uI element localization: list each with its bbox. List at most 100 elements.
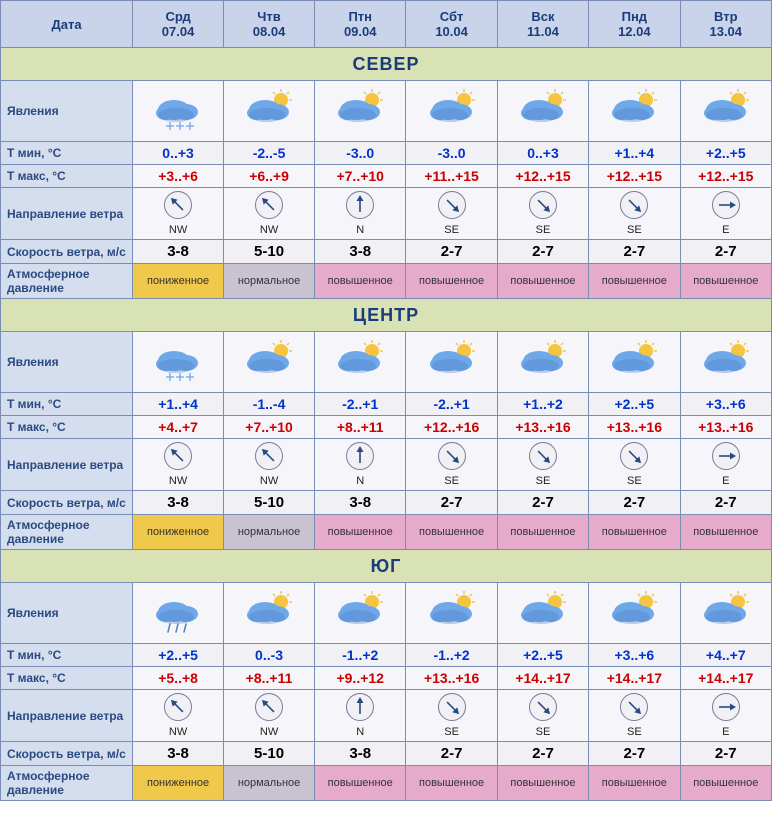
tmin-row: Т мин, °C+1..+4-1..-4-2..+1-2..+1+1..+2+… bbox=[1, 393, 772, 416]
wind-speed-value: 2-7 bbox=[406, 491, 497, 515]
wind-arrow-icon bbox=[620, 442, 648, 470]
day-header: Пнд12.04 bbox=[589, 1, 680, 48]
row-label-tmax: Т макс, °C bbox=[1, 416, 133, 439]
tmax-value: +8..+11 bbox=[224, 667, 315, 690]
tmin-row: Т мин, °C0..+3-2..-5-3..0-3..00..+3+1..+… bbox=[1, 142, 772, 165]
day-date: 09.04 bbox=[344, 24, 377, 39]
tmin-value: -2..+1 bbox=[315, 393, 406, 416]
weather-table: Дата Срд07.04Чтв08.04Птн09.04Сбт10.04Вск… bbox=[0, 0, 772, 801]
pressure-value: нормальное bbox=[224, 766, 315, 801]
pressure-value: повышенное bbox=[315, 766, 406, 801]
day-of-week: Срд bbox=[165, 9, 190, 24]
tmin-value: +2..+5 bbox=[497, 644, 588, 667]
day-header: Вск11.04 bbox=[497, 1, 588, 48]
wind-dir-label: NW bbox=[135, 726, 221, 738]
pressure-row: Атмосферное давлениепониженноенормальное… bbox=[1, 264, 772, 299]
day-of-week: Втр bbox=[714, 9, 738, 24]
row-label-phenomena: Явления bbox=[1, 332, 133, 393]
wind-speed-value: 5-10 bbox=[224, 742, 315, 766]
pressure-value: повышенное bbox=[315, 264, 406, 299]
pressure-value: повышенное bbox=[589, 515, 680, 550]
tmin-value: 0..-3 bbox=[224, 644, 315, 667]
wind-dir-label: SE bbox=[408, 475, 494, 487]
wind-arrow-icon bbox=[438, 191, 466, 219]
weather-icon-cell bbox=[497, 583, 588, 644]
tmin-value: 0..+3 bbox=[497, 142, 588, 165]
wind-arrow-icon bbox=[164, 693, 192, 721]
wind-dir-row: Направление ветраNWNWNSESESEE bbox=[1, 188, 772, 240]
wind-speed-value: 2-7 bbox=[497, 491, 588, 515]
region-header: СЕВЕР bbox=[1, 48, 772, 81]
wind-speed-value: 2-7 bbox=[589, 491, 680, 515]
wind-speed-value: 2-7 bbox=[589, 240, 680, 264]
tmax-value: +3..+6 bbox=[133, 165, 224, 188]
pressure-value: нормальное bbox=[224, 264, 315, 299]
wind-dir-cell: NW bbox=[224, 188, 315, 240]
row-label-pressure: Атмосферное давление bbox=[1, 264, 133, 299]
tmax-value: +12..+15 bbox=[497, 165, 588, 188]
wind-dir-cell: NW bbox=[224, 690, 315, 742]
wind-dir-label: SE bbox=[500, 224, 586, 236]
wind-speed-value: 3-8 bbox=[133, 742, 224, 766]
tmax-value: +13..+16 bbox=[406, 667, 497, 690]
region-header: ЦЕНТР bbox=[1, 299, 772, 332]
day-of-week: Вск bbox=[531, 9, 554, 24]
tmin-value: +2..+5 bbox=[589, 393, 680, 416]
wind-arrow-icon bbox=[712, 442, 740, 470]
wind-arrow-icon bbox=[620, 693, 648, 721]
tmin-value: +4..+7 bbox=[680, 644, 771, 667]
tmax-value: +12..+15 bbox=[589, 165, 680, 188]
wind-dir-label: E bbox=[683, 475, 769, 487]
weather-icon-cell bbox=[315, 583, 406, 644]
weather-icon-cell bbox=[680, 583, 771, 644]
tmin-value: +1..+2 bbox=[497, 393, 588, 416]
wind-dir-label: SE bbox=[500, 475, 586, 487]
wind-speed-row: Скорость ветра, м/с3-85-103-82-72-72-72-… bbox=[1, 240, 772, 264]
pressure-value: повышенное bbox=[315, 515, 406, 550]
wind-arrow-icon bbox=[164, 191, 192, 219]
wind-dir-cell: N bbox=[315, 188, 406, 240]
wind-speed-value: 3-8 bbox=[315, 742, 406, 766]
wind-dir-cell: SE bbox=[406, 690, 497, 742]
wind-speed-value: 2-7 bbox=[497, 742, 588, 766]
tmin-value: -2..+1 bbox=[406, 393, 497, 416]
wind-speed-value: 2-7 bbox=[680, 240, 771, 264]
pressure-value: пониженное bbox=[133, 515, 224, 550]
wind-arrow-icon bbox=[620, 191, 648, 219]
wind-dir-cell: SE bbox=[406, 439, 497, 491]
tmax-value: +14..+17 bbox=[589, 667, 680, 690]
weather-icon-cell bbox=[224, 583, 315, 644]
pressure-value: повышенное bbox=[680, 264, 771, 299]
row-label-pressure: Атмосферное давление bbox=[1, 766, 133, 801]
tmin-value: +3..+6 bbox=[680, 393, 771, 416]
wind-arrow-icon bbox=[164, 442, 192, 470]
pressure-value: повышенное bbox=[406, 766, 497, 801]
wind-dir-label: NW bbox=[135, 475, 221, 487]
wind-dir-label: N bbox=[317, 224, 403, 236]
wind-speed-value: 2-7 bbox=[589, 742, 680, 766]
row-label-wind-dir: Направление ветра bbox=[1, 188, 133, 240]
wind-speed-value: 3-8 bbox=[133, 491, 224, 515]
wind-dir-cell: NW bbox=[133, 439, 224, 491]
day-of-week: Чтв bbox=[257, 9, 281, 24]
weather-icon-cell bbox=[406, 583, 497, 644]
tmax-value: +5..+8 bbox=[133, 667, 224, 690]
wind-speed-value: 2-7 bbox=[680, 491, 771, 515]
day-date: 07.04 bbox=[162, 24, 195, 39]
wind-speed-value: 2-7 bbox=[497, 240, 588, 264]
wind-arrow-icon bbox=[529, 693, 557, 721]
wind-dir-label: E bbox=[683, 224, 769, 236]
tmin-value: -1..-4 bbox=[224, 393, 315, 416]
weather-icon-cell bbox=[133, 81, 224, 142]
wind-dir-label: NW bbox=[135, 224, 221, 236]
pressure-value: повышенное bbox=[406, 264, 497, 299]
wind-dir-label: SE bbox=[408, 726, 494, 738]
wind-arrow-icon bbox=[712, 191, 740, 219]
tmin-value: -1..+2 bbox=[406, 644, 497, 667]
wind-speed-value: 2-7 bbox=[680, 742, 771, 766]
wind-speed-value: 5-10 bbox=[224, 491, 315, 515]
wind-dir-cell: SE bbox=[589, 439, 680, 491]
wind-dir-cell: SE bbox=[497, 439, 588, 491]
weather-icon-cell bbox=[406, 332, 497, 393]
day-header: Втр13.04 bbox=[680, 1, 771, 48]
